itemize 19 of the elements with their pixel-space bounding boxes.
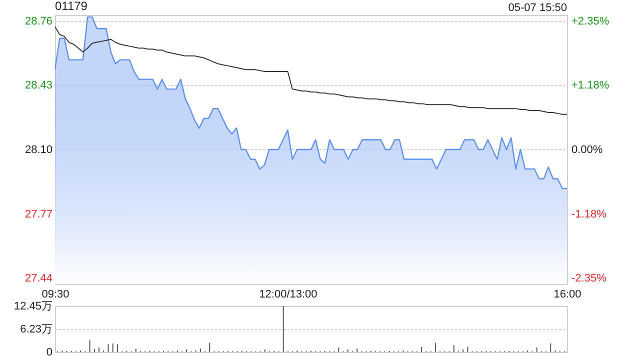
- y2-tick-label: 0.00%: [572, 144, 603, 156]
- line-series: [55, 26, 567, 115]
- y2-tick-label: +1.18%: [572, 79, 610, 92]
- y-tick-label: 0: [46, 346, 52, 358]
- y-tick-label: 27.77: [24, 208, 52, 220]
- text: 05-07 15:50: [508, 2, 567, 14]
- y-tick-label: 28.43: [24, 80, 52, 92]
- y-tick-label: 28.10: [24, 144, 52, 156]
- chart-title: 01179: [55, 0, 88, 13]
- y-tick-label: 27.44: [24, 272, 52, 285]
- x-tick-label: 16:00: [554, 288, 582, 300]
- y-tick-label: 12.45万: [14, 300, 52, 312]
- x-tick-label: 09:30: [42, 288, 70, 300]
- y-tick-label: 28.76: [24, 15, 52, 28]
- x-tick-label: 12:00/13:00: [259, 288, 318, 300]
- y-tick-label: 6.23万: [20, 323, 52, 336]
- y2-tick-label: -2.35%: [572, 272, 607, 284]
- y2-tick-label: +2.35%: [572, 16, 610, 28]
- y2-tick-label: -1.18%: [572, 208, 607, 221]
